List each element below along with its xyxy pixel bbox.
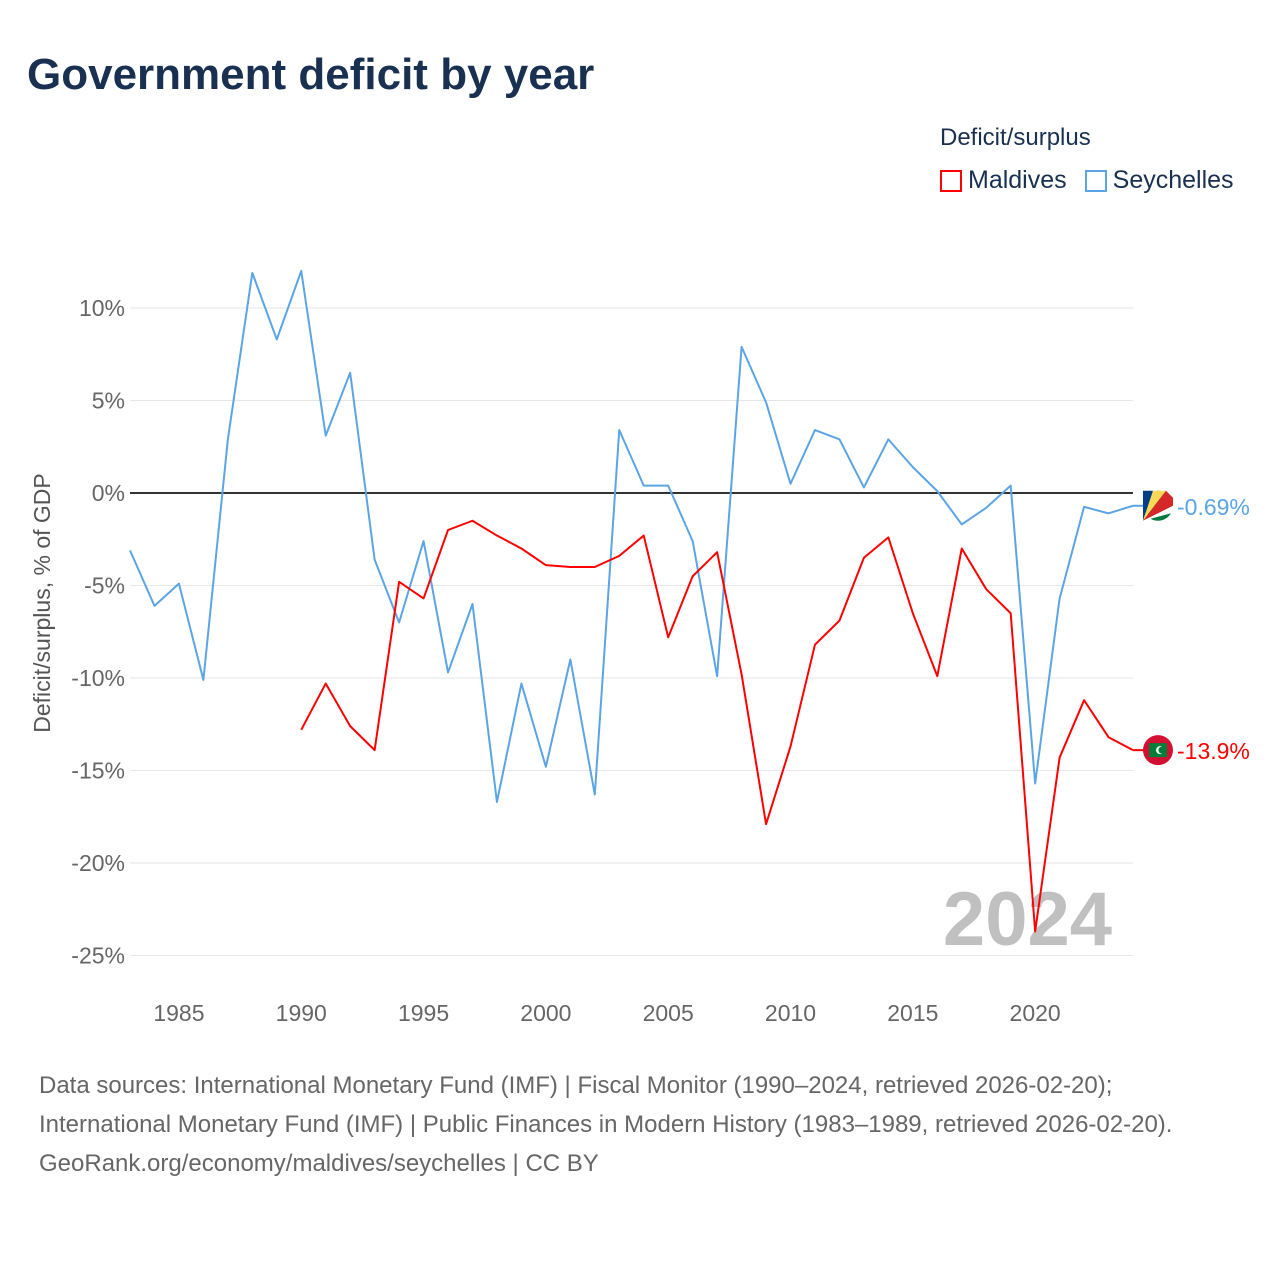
page-title: Government deficit by year [27,50,595,99]
x-tick-label: 2015 [887,1000,938,1026]
legend-swatch-seychelles [1084,169,1107,192]
flag-white-icon [1143,505,1173,521]
y-axis-label: Deficit/surplus, % of GDP [29,473,55,732]
legend-item-maldives[interactable]: Maldives [940,166,1067,195]
x-tick-label: 1995 [398,1000,449,1026]
series-line-seychelles [129,270,1134,803]
y-tick-label: 0% [92,480,125,506]
y-tick-label: -25% [71,943,125,969]
series-line-maldives [300,519,1134,933]
end-label-maldives: -13.9% [1177,738,1250,764]
x-tick-label: 2000 [520,1000,571,1026]
end-label-seychelles: -0.69% [1177,494,1250,520]
x-tick-label: 2020 [1010,1000,1061,1026]
x-tick-label: 1985 [153,1000,204,1026]
y-tick-label: -20% [71,850,125,876]
y-tick-label: 5% [92,388,125,414]
y-tick-label: -15% [71,758,125,784]
legend-swatch-maldives [940,169,962,192]
data-sources: Data sources: International Monetary Fun… [39,1072,1173,1138]
line-chart: 10% 5% 0% -5% -10% -15% -20% -25% 1985 1990 1995 20… [29,270,1250,1026]
x-tick-label: 2005 [643,1000,694,1026]
footer: Data sources: International Monetary Fun… [39,1066,1239,1183]
legend-label-maldives: Maldives [968,166,1067,194]
series-lines [129,270,1134,933]
flag-red-icon [1143,490,1173,521]
crescent-cut-icon [1158,746,1166,754]
x-tick-label: 1990 [276,1000,327,1026]
legend-title: Deficit/surplus [940,124,1091,151]
legend-item-seychelles[interactable]: Seychelles [1084,166,1234,195]
y-tick-label: -5% [84,573,125,599]
year-watermark: 2024 [943,877,1112,962]
legend: Maldives Seychelles [940,166,1234,195]
end-labels: -0.69% -13.9% [1133,490,1250,766]
credit-link[interactable]: GeoRank.org/economy/maldives/seychelles … [39,1150,599,1177]
grid: 10% 5% 0% -5% -10% -15% -20% -25% 1985 1990 1995 20… [71,295,1133,1026]
y-tick-label: 10% [79,295,125,321]
legend-label-seychelles: Seychelles [1112,166,1234,194]
y-tick-label: -10% [71,665,125,691]
x-tick-label: 2010 [765,1000,816,1026]
